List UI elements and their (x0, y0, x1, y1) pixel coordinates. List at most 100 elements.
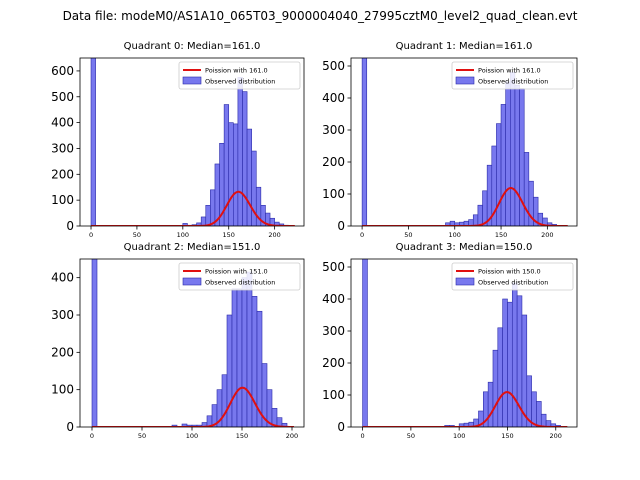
legend: Poission with 151.0 Observed distribution (178, 262, 301, 291)
histogram-bar (361, 58, 368, 226)
y-tick-label: 300 (322, 324, 345, 338)
x-tick-label: 50 (133, 231, 141, 239)
subplot-quadrant-2: Quadrant 2: Median=151.0 0 100 200 300 400 0 50… (51, 242, 305, 440)
legend-box (451, 61, 574, 90)
y-tick-label: 300 (51, 141, 74, 155)
y-tick-label: 400 (51, 116, 74, 130)
legend-label-poisson: Poission with 150.0 (478, 268, 541, 276)
legend-label-observed: Observed distribution (205, 279, 275, 287)
legend: Poission with 161.0 Observed distribution (178, 61, 301, 90)
histogram-bar (362, 259, 368, 427)
histogram-bar (521, 314, 528, 427)
y-tick-label: 400 (322, 292, 345, 306)
x-tick-label: 0 (361, 432, 365, 440)
legend-bar-swatch (455, 76, 475, 85)
histogram-bar (487, 381, 494, 427)
legend-bar-swatch (455, 277, 475, 286)
plot-area (361, 58, 568, 226)
x-tick-label: 100 (186, 432, 198, 440)
subplot-quadrant-0: Quadrant 0: Median=161.0 0 100 200 300 400 500… (51, 41, 305, 239)
x-tick-label: 100 (449, 231, 461, 239)
histogram-bar (514, 84, 520, 226)
plot-area (91, 259, 295, 427)
x-tick-label: 150 (236, 432, 248, 440)
y-tick-label: 200 (322, 155, 345, 169)
histogram-bar (496, 123, 502, 226)
legend-box (451, 262, 574, 291)
y-tick-label: 300 (322, 123, 345, 137)
histogram-bar (246, 128, 252, 226)
y-tick-label: 100 (51, 193, 74, 207)
x-tick-label: 150 (223, 231, 235, 239)
histogram-bar (497, 327, 503, 427)
histogram-bar (505, 81, 511, 226)
y-tick-label: 200 (51, 345, 74, 359)
x-tick-label: 50 (407, 432, 415, 440)
x-tick-label: 0 (90, 432, 94, 440)
histogram-bar (477, 204, 483, 226)
x-tick-label: 200 (286, 432, 298, 440)
histogram-bar (482, 190, 488, 226)
histogram-bar (210, 189, 216, 226)
legend-box (178, 61, 301, 90)
y-tick-label: 100 (51, 383, 74, 397)
y-tick-label: 0 (66, 420, 74, 434)
y-tick-label: 200 (51, 167, 74, 181)
x-tick-label: 150 (501, 432, 513, 440)
plot-area (90, 58, 295, 226)
x-tick-label: 200 (550, 432, 562, 440)
histogram-bar (531, 391, 537, 427)
figure-title: Data file: modeM0/AS1A10_065T03_90000040… (63, 9, 578, 23)
y-tick-label: 0 (337, 219, 345, 233)
x-tick-label: 50 (138, 432, 146, 440)
y-tick-label: 500 (322, 260, 345, 274)
subplot-title: Quadrant 3: Median=150.0 (396, 242, 533, 253)
histogram-bar (523, 152, 530, 226)
histogram-bar (233, 123, 239, 226)
subplot-title: Quadrant 1: Median=161.0 (396, 41, 533, 52)
subplot-title: Quadrant 2: Median=151.0 (124, 242, 261, 253)
histogram-bar (511, 282, 518, 427)
subplot-title: Quadrant 0: Median=161.0 (124, 41, 261, 52)
histogram-bar (510, 72, 516, 226)
histogram-bar (241, 277, 248, 427)
legend-label-poisson: Poission with 161.0 (205, 67, 268, 75)
y-tick-label: 500 (322, 59, 345, 73)
x-tick-label: 150 (495, 231, 507, 239)
x-tick-label: 0 (89, 231, 93, 239)
x-tick-label: 200 (268, 231, 280, 239)
x-tick-label: 50 (404, 231, 412, 239)
legend-box (178, 262, 301, 291)
y-tick-label: 400 (51, 271, 74, 285)
y-tick-label: 400 (322, 91, 345, 105)
histogram-bar (536, 401, 542, 427)
legend: Poission with 150.0 Observed distribution (451, 262, 574, 291)
histogram-bar (500, 104, 506, 226)
histogram-bar (237, 77, 243, 226)
axes-frame (350, 258, 578, 428)
histogram-bar (507, 301, 513, 427)
histogram-bar (472, 214, 479, 226)
legend-bar-swatch (182, 76, 202, 85)
legend-bar-swatch (182, 277, 202, 286)
y-tick-label: 0 (337, 420, 345, 434)
histogram-bar (542, 217, 548, 226)
x-tick-label: 0 (360, 231, 364, 239)
x-tick-label: 200 (541, 231, 553, 239)
poisson-curve (92, 386, 295, 427)
histogram-bar (502, 298, 508, 427)
axes-frame (350, 57, 578, 227)
histogram-bar (242, 91, 248, 226)
subplot-quadrant-3: Quadrant 3: Median=150.00100200300400500… (322, 242, 578, 440)
legend-label-observed: Observed distribution (478, 279, 548, 287)
histogram-bar (236, 288, 243, 427)
legend-label-poisson: Poission with 151.0 (205, 268, 268, 276)
y-tick-label: 500 (51, 90, 74, 104)
histogram-bar (246, 271, 253, 427)
y-tick-label: 300 (51, 308, 74, 322)
histogram-bar (205, 205, 211, 226)
histogram-bar (228, 122, 234, 226)
legend-label-poisson: Poission with 161.0 (478, 67, 541, 75)
y-tick-label: 100 (322, 388, 345, 402)
